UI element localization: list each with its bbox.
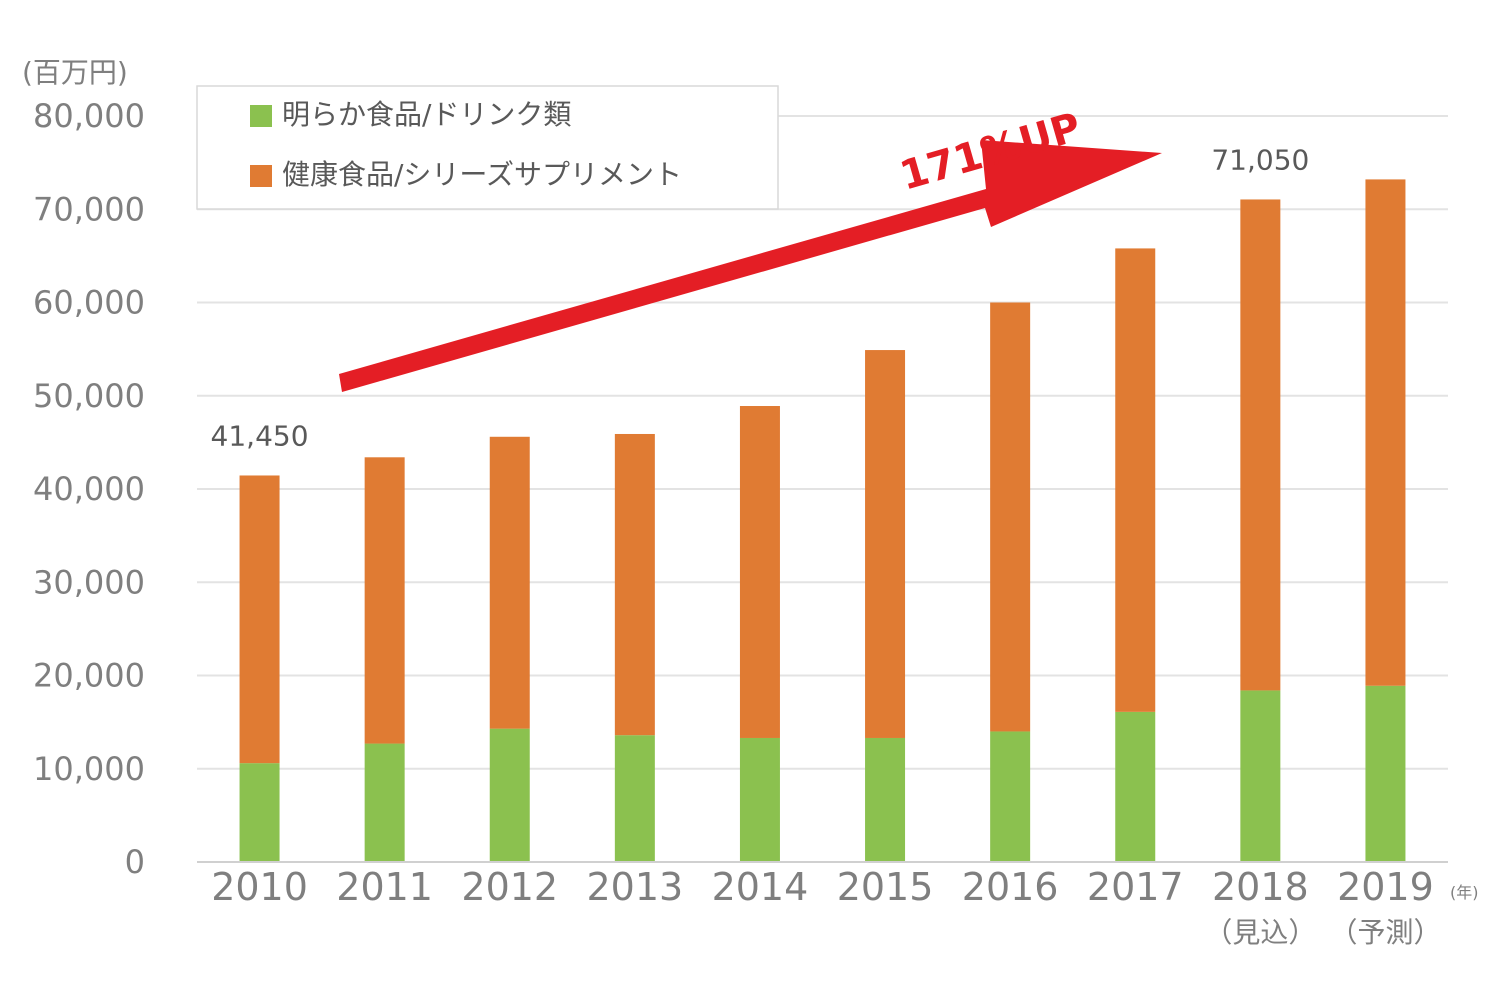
y-tick-labels: 0 10,000 20,000 30,000 40,000 50,000 60,000 70,… — [33, 97, 145, 881]
data-labels: 41,450 71,050 — [211, 143, 1310, 452]
bar-segment-food — [1115, 711, 1156, 862]
x-tick-labels: 2010 2011 2012 2013 2014 2015 2016 2017 2018 （見込）… — [211, 865, 1441, 949]
bar-segment-supplement — [865, 350, 906, 738]
x-tick-label: 2019 — [1337, 865, 1434, 909]
x-tick-sublabel: （予測） — [1329, 916, 1441, 949]
legend-box — [196, 85, 779, 210]
x-tick-label: 2013 — [586, 865, 683, 909]
bar-segment-food — [489, 728, 530, 862]
y-tick-label: 40,000 — [33, 470, 145, 508]
x-tick-label: 2012 — [461, 865, 558, 909]
x-tick-label: 2010 — [211, 865, 308, 909]
legend-label-supplement: 健康食品/シリーズサプリメント — [282, 158, 682, 191]
total-data-label: 71,050 — [1211, 143, 1309, 176]
bar-segment-food — [239, 763, 280, 862]
y-tick-label: 80,000 — [33, 97, 145, 135]
bar-segment-supplement — [614, 433, 655, 736]
legend-label-food: 明らか食品/ドリンク類 — [282, 98, 571, 131]
legend-swatch-food — [250, 105, 272, 127]
y-tick-label: 30,000 — [33, 563, 145, 601]
y-tick-label: 0 — [125, 843, 145, 881]
y-tick-label: 70,000 — [33, 190, 145, 228]
x-tick-label: 2018 — [1212, 865, 1309, 909]
legend: 明らか食品/ドリンク類 健康食品/シリーズサプリメント — [196, 85, 779, 210]
bars — [239, 179, 1406, 862]
bar-segment-supplement — [1365, 179, 1406, 686]
arrow-shape — [339, 140, 1162, 392]
x-tick-label: 2017 — [1087, 865, 1184, 909]
bar-segment-supplement — [489, 436, 530, 729]
total-data-label: 41,450 — [211, 419, 309, 452]
bar-segment-food — [364, 743, 405, 862]
x-tick-label: 2015 — [837, 865, 934, 909]
y-tick-label: 60,000 — [33, 284, 145, 322]
bar-segment-supplement — [990, 302, 1031, 732]
y-tick-label: 50,000 — [33, 377, 145, 415]
x-tick-label: 2016 — [962, 865, 1059, 909]
bar-segment-food — [1240, 690, 1281, 862]
x-axis-unit: (年) — [1450, 883, 1479, 902]
bar-segment-supplement — [1240, 199, 1281, 691]
bar-segment-food — [739, 737, 780, 862]
y-axis-unit: (百万円) — [22, 56, 128, 89]
x-tick-sublabel: （見込） — [1204, 916, 1316, 949]
bar-segment-food — [990, 731, 1031, 862]
x-tick-label: 2014 — [712, 865, 809, 909]
bar-segment-food — [1365, 685, 1406, 862]
bar-segment-supplement — [739, 406, 780, 738]
y-tick-label: 10,000 — [33, 750, 145, 788]
bar-segment-supplement — [239, 475, 280, 764]
x-tick-label: 2011 — [336, 865, 433, 909]
bar-segment-supplement — [364, 457, 405, 744]
bar-segment-food — [614, 735, 655, 862]
bar-segment-supplement — [1115, 248, 1156, 712]
y-tick-label: 20,000 — [33, 657, 145, 695]
legend-swatch-supplement — [250, 165, 272, 187]
bar-segment-food — [865, 737, 906, 862]
